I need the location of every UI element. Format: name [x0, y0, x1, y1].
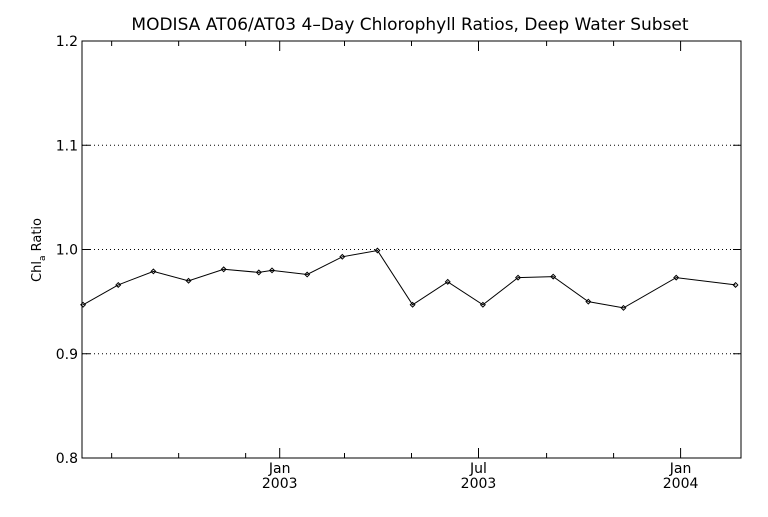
x-tick-label-year: 2003: [262, 476, 298, 492]
data-point: [80, 301, 87, 308]
data-point: [115, 281, 122, 288]
y-tick-label: 0.8: [56, 451, 78, 467]
data-point: [620, 304, 627, 311]
grid-layer: [82, 144, 741, 355]
data-point: [479, 301, 486, 308]
data-point: [255, 269, 262, 276]
x-tick-label-year: 2004: [663, 476, 699, 492]
svg-text:Chla Ratio: Chla Ratio: [30, 218, 48, 282]
data-point: [185, 277, 192, 284]
data-point: [515, 274, 522, 281]
x-tick-label-month: Jul: [469, 461, 487, 477]
data-point: [409, 301, 416, 308]
data-point: [304, 271, 311, 278]
x-tick-label-year: 2003: [461, 476, 497, 492]
series-layer: [80, 247, 739, 311]
data-point: [269, 267, 276, 274]
data-point: [444, 278, 451, 285]
data-point: [220, 266, 227, 273]
y-axis-label-rest: Ratio: [30, 218, 45, 256]
y-axis-label-main: Chl: [30, 261, 45, 282]
x-tick-label-month: Jan: [669, 461, 692, 477]
data-point: [673, 274, 680, 281]
data-point: [150, 268, 157, 275]
y-axis-label-subscript: a: [38, 256, 48, 262]
data-point: [374, 247, 381, 254]
series-line: [82, 249, 736, 309]
x-tick-label-month: Jan: [268, 461, 291, 477]
y-tick-label: 0.9: [56, 347, 78, 363]
data-point: [732, 281, 739, 288]
y-tick-label: 1.2: [56, 34, 78, 50]
y-tick-label: 1.0: [56, 243, 78, 259]
data-point: [339, 253, 346, 260]
y-axis-label: Chla Ratio: [30, 218, 48, 282]
data-point: [550, 273, 557, 280]
y-tick-label: 1.1: [56, 138, 78, 154]
data-point: [585, 298, 592, 305]
chart-title: MODISA AT06/AT03 4–Day Chlorophyll Ratio…: [131, 15, 688, 35]
